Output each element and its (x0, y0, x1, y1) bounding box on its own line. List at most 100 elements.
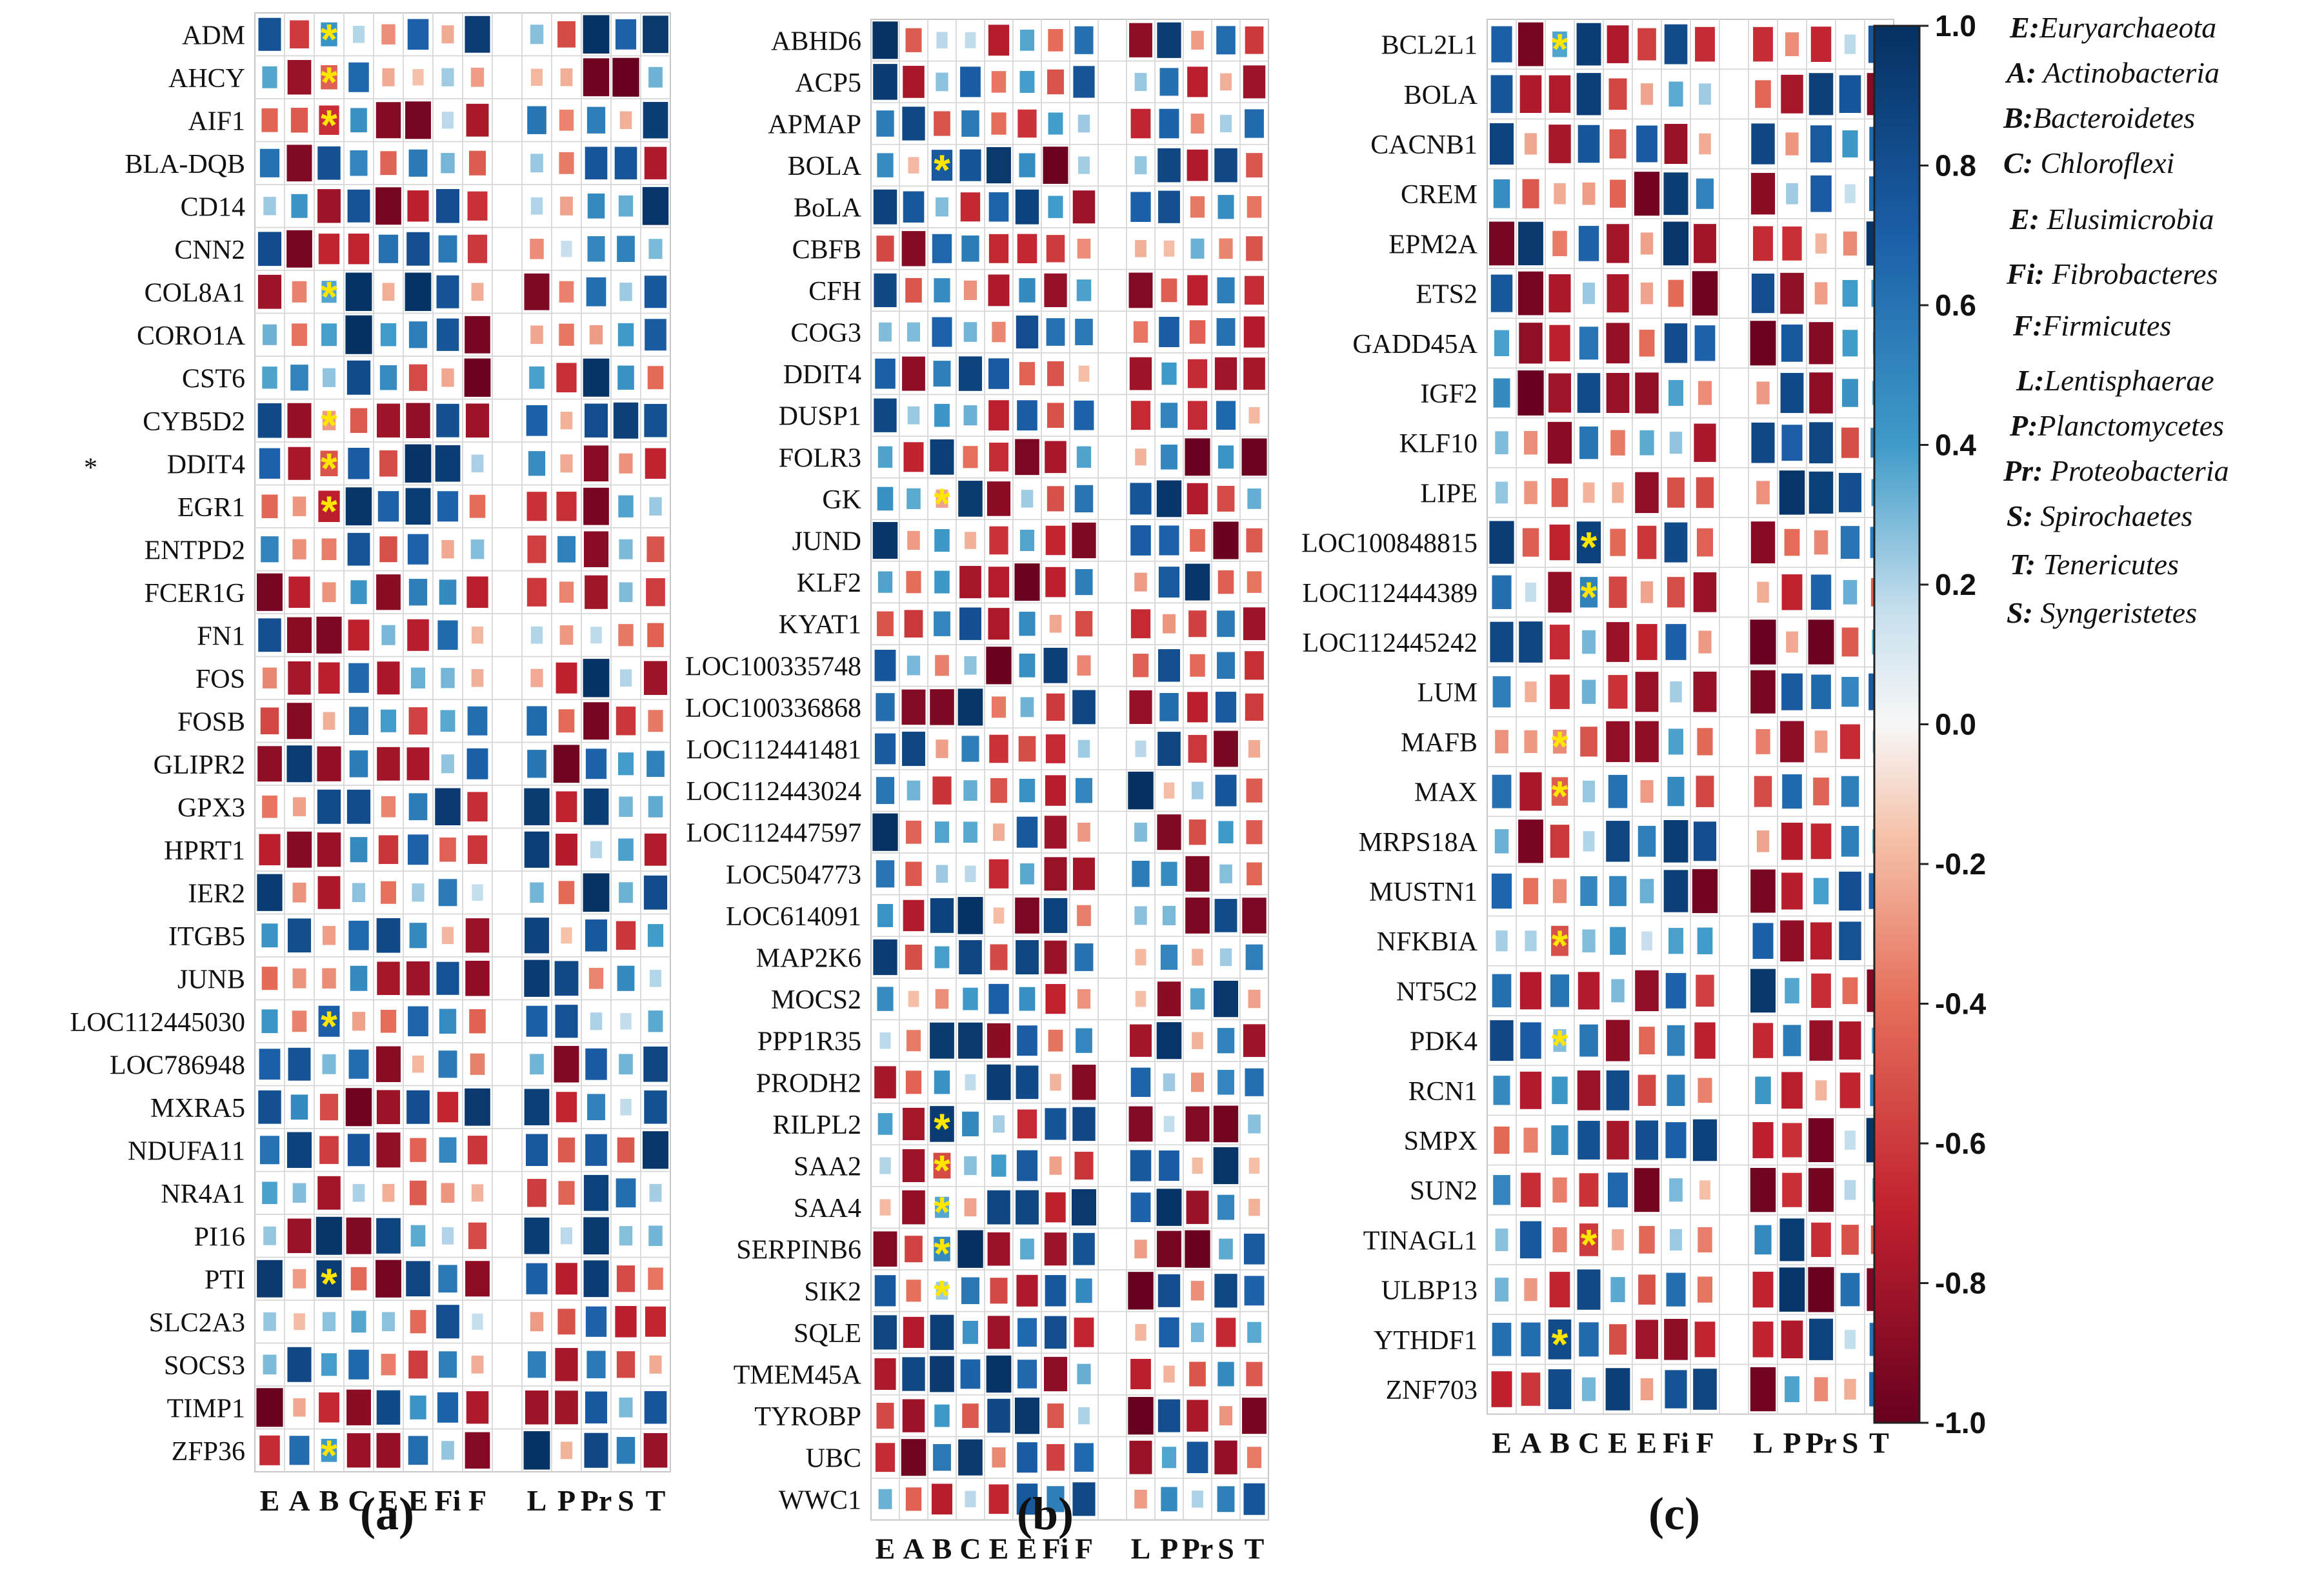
heatmap-cell (256, 1259, 283, 1298)
heatmap-cell (961, 235, 980, 263)
heatmap-cell (1636, 623, 1658, 661)
significance-star: * (321, 101, 337, 148)
column-label: E (260, 1484, 280, 1517)
heatmap-cell (1216, 276, 1236, 305)
column-label: E (989, 1532, 1009, 1565)
gene-label: DDIT4 (783, 360, 861, 390)
heatmap-cell (583, 1216, 610, 1256)
heatmap-cell (1692, 670, 1718, 713)
heatmap-cell (1844, 183, 1856, 204)
heatmap-cell (1246, 861, 1263, 887)
heatmap-cell (1698, 630, 1712, 654)
heatmap-cell (1639, 580, 1654, 604)
heatmap-cell (1157, 147, 1181, 183)
heatmap-cell (1547, 1318, 1572, 1360)
heatmap-cell (1756, 829, 1770, 853)
heatmap-cell (1244, 108, 1265, 139)
heatmap-cell (648, 238, 663, 260)
heatmap-cell (1692, 1118, 1718, 1162)
heatmap-cell (1076, 988, 1092, 1010)
heatmap-cell (1519, 74, 1543, 114)
heatmap-cell (643, 1391, 668, 1425)
heatmap-cell (289, 19, 310, 49)
heatmap-cell (1695, 974, 1715, 1008)
heatmap-cell (1242, 607, 1267, 641)
legend-entry: C: Chloroflexi (2003, 146, 2174, 179)
heatmap-cell (1047, 1403, 1065, 1429)
legend-key: C: (2003, 146, 2033, 179)
heatmap-cell (1015, 315, 1039, 349)
heatmap-cell (465, 959, 490, 997)
heatmap-cell (1072, 1232, 1096, 1266)
colorbar-tick-label: -1.0 (1935, 1406, 1986, 1440)
heatmap-cell (376, 1389, 401, 1425)
column-label: B (1550, 1427, 1570, 1460)
heatmap-cell (1074, 25, 1094, 55)
significance-star: * (321, 487, 337, 535)
heatmap-cell (1132, 320, 1149, 344)
heatmap-cell (262, 323, 277, 346)
legend-entry: S: Syngeristetes (2007, 596, 2197, 629)
heatmap-cell (618, 1396, 634, 1418)
heatmap-cell (1156, 479, 1183, 518)
heatmap-cell (1134, 821, 1148, 843)
heatmap-cell (1016, 399, 1038, 432)
heatmap-panel-a: ADM * AHCY * AIF1 * BLA-DQB CD14 CNN2 COL8A1 * CORO… (70, 12, 671, 1540)
heatmap-cell-grid (1239, 1478, 1269, 1521)
heatmap-cell (438, 579, 457, 606)
heatmap-cell (466, 747, 489, 780)
heatmap-cell (292, 1182, 307, 1203)
heatmap-cell (1699, 1180, 1711, 1201)
heatmap-cell (437, 234, 458, 263)
heatmap-cell (879, 1032, 892, 1050)
heatmap-cell (1577, 971, 1601, 1010)
heatmap-cell (321, 323, 337, 347)
heatmap-cell (1666, 1074, 1686, 1107)
heatmap-cell (346, 359, 372, 396)
heatmap-cell (409, 1394, 427, 1420)
heatmap-cell (1750, 669, 1776, 714)
heatmap-cell (1216, 1194, 1236, 1221)
heatmap-cell (1606, 25, 1630, 64)
heatmap-cell (1075, 1278, 1093, 1304)
legend-key: E: (2009, 203, 2039, 236)
heatmap-cell (987, 1315, 1011, 1350)
heatmap-cell (350, 1266, 368, 1291)
heatmap-cell (1246, 1446, 1263, 1469)
heatmap-cell (349, 965, 368, 992)
heatmap-cell (1494, 1227, 1509, 1252)
heatmap-cell (465, 403, 490, 439)
heatmap-cell (1841, 279, 1859, 308)
heatmap-cell (1048, 614, 1063, 634)
heatmap-cell (1576, 1269, 1601, 1311)
gene-label: COG3 (790, 319, 861, 348)
heatmap-cell (1128, 1440, 1153, 1475)
heatmap-cell (875, 859, 896, 889)
heatmap-cell (1492, 676, 1512, 708)
heatmap-cell (1492, 377, 1511, 408)
heatmap-cell (1134, 156, 1148, 176)
heatmap-cell (1634, 720, 1659, 763)
heatmap-cell (1127, 770, 1154, 810)
heatmap-cell (555, 661, 578, 694)
heatmap-cell (1663, 23, 1688, 65)
heatmap-cell (1523, 1277, 1538, 1302)
heatmap-cell (1781, 672, 1803, 711)
heatmap-cell (619, 1098, 632, 1116)
heatmap-cell (874, 1274, 897, 1307)
heatmap-cell (1076, 904, 1092, 927)
heatmap-cell (470, 1354, 485, 1374)
row-annotation-asterisk: * (84, 453, 97, 483)
heatmap-cell (287, 1047, 312, 1081)
heatmap-cell (290, 1094, 309, 1121)
heatmap-cell (291, 280, 308, 303)
heatmap-cell (1606, 273, 1630, 314)
heatmap-cell (963, 779, 978, 801)
heatmap-cell (318, 1391, 340, 1423)
heatmap-cell (1214, 691, 1237, 723)
heatmap-cell (585, 1047, 608, 1081)
heatmap-cell (256, 572, 283, 612)
heatmap-cell (292, 796, 306, 817)
heatmap-cell (1605, 1069, 1630, 1111)
heatmap-cell (1611, 481, 1625, 504)
